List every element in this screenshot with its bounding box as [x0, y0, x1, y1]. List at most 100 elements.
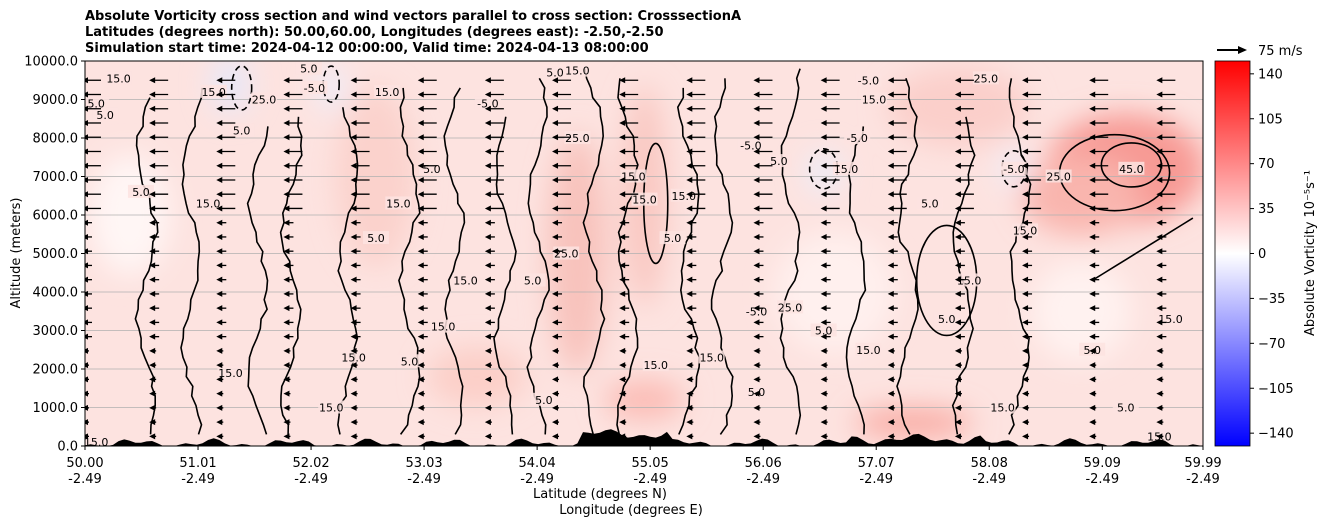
contour-label-17: 5.0 [401, 355, 419, 368]
y-tick-label-7: 7000.0 [33, 170, 79, 185]
contour-label-bg-22 [564, 131, 591, 144]
wind-vector-255 [85, 219, 92, 226]
wind-vector-head [149, 305, 156, 312]
wind-vector-275 [283, 205, 303, 212]
wind-vector-254 [1156, 233, 1167, 240]
colorbar-label: Absolute Vorticity 10⁻⁵s⁻¹ [1303, 170, 1318, 336]
wind-vector-head [216, 91, 223, 98]
contour-label-48: 15.0 [957, 274, 982, 287]
wind-vector-head [216, 205, 223, 212]
wind-vector-head [954, 376, 961, 383]
wind-vector-head [686, 233, 693, 240]
wind-vector-30 [954, 419, 962, 426]
wind-vector-192 [417, 276, 428, 283]
x-tick-lat-label-0: 50.00 [66, 456, 103, 471]
wind-vector-146 [753, 319, 764, 326]
wind-vector-28 [820, 419, 828, 426]
wind-vector-head [283, 290, 290, 297]
wind-vector-head [149, 105, 156, 112]
wind-vector-68 [85, 376, 89, 383]
wind-vector-271 [1156, 219, 1167, 226]
wind-vector-248 [753, 233, 764, 240]
wind-vector-131 [887, 333, 898, 340]
wind-vector-head [149, 162, 156, 169]
wind-vector-head [350, 276, 357, 283]
contour-label-bg-40 [1012, 223, 1039, 237]
wind-vector-head [216, 290, 223, 297]
wind-vector-head [85, 219, 88, 226]
wind-vector-head [1089, 404, 1096, 411]
x-tick-lat-label-1: 51.01 [179, 456, 216, 471]
wind-vector-65 [1022, 390, 1030, 397]
wind-vector-12 [887, 433, 895, 440]
wind-vector-head [149, 134, 156, 141]
wind-vector-322 [1156, 176, 1176, 183]
wind-vector-239 [149, 233, 160, 240]
wind-vector-398 [552, 105, 572, 112]
contour-label-43: 5.0 [815, 325, 833, 338]
wind-vector-head [887, 305, 894, 312]
wind-vector-400 [686, 105, 706, 112]
vorticity-patch-14 [604, 379, 685, 420]
contour-label-bg-19 [217, 365, 244, 379]
wind-vector-100 [1089, 362, 1097, 369]
vorticity-patch-13 [426, 346, 527, 407]
contour-line-13 [779, 68, 802, 435]
wind-vector-head [283, 205, 290, 212]
contour-label-bg-12 [362, 231, 389, 245]
contour-label-30: 5.0 [770, 155, 788, 168]
wind-vector-180 [753, 290, 764, 297]
wind-vector-head [820, 404, 827, 411]
wind-vector-head [283, 333, 290, 340]
wind-vector-head [85, 376, 88, 383]
wind-vector-head [149, 176, 156, 183]
wind-vector-head [350, 191, 357, 198]
wind-vector-203 [1156, 276, 1167, 283]
wind-vector-head [417, 205, 424, 212]
wind-vector-20 [283, 419, 291, 426]
wind-vector-81 [954, 376, 962, 383]
contour-label-bg-3 [127, 184, 154, 198]
wind-vector-358 [149, 134, 169, 141]
wind-vector-276 [350, 205, 370, 212]
wind-vector-head [149, 376, 156, 383]
wind-vector-head [954, 262, 961, 269]
contour-label-bg-27 [670, 188, 697, 202]
wind-vector-head [1022, 419, 1029, 426]
contour-label-bg-9 [301, 80, 328, 94]
wind-vector-267 [887, 219, 898, 226]
wind-vector-head [887, 233, 894, 240]
wind-vector-291 [216, 191, 236, 198]
wind-vector-head [1156, 262, 1163, 269]
wind-vector-head [1089, 376, 1096, 383]
wind-vector-171 [149, 290, 160, 297]
wind-vector-head [619, 262, 626, 269]
wind-vector-head [686, 362, 693, 369]
wind-vector-84 [1156, 376, 1164, 383]
wind-vector-154 [149, 305, 160, 312]
wind-vector-head [283, 233, 290, 240]
wind-vector-head [686, 305, 693, 312]
wind-vector-head [619, 105, 626, 112]
wind-vector-210 [484, 262, 495, 269]
x-tick-lon-label-1: -2.49 [181, 472, 215, 487]
wind-vector-head [149, 390, 156, 397]
wind-vector-head [85, 305, 88, 312]
wind-vector-135 [1156, 333, 1167, 340]
wind-vector-head [887, 376, 894, 383]
contour-label-2: 5.0 [96, 109, 114, 122]
wind-vector-head [552, 319, 559, 326]
contour-label-bg-47 [933, 311, 960, 325]
wind-vector-head [1156, 77, 1163, 84]
wind-vector-head [417, 319, 424, 326]
wind-vector-head [283, 248, 290, 255]
wind-vector-280 [619, 205, 639, 212]
wind-vector-head [820, 248, 827, 255]
wind-vector-103 [149, 347, 157, 354]
wind-vector-41 [552, 404, 560, 411]
wind-vector-235 [1022, 248, 1033, 255]
wind-vector-111 [686, 347, 694, 354]
wind-vector-48 [1022, 404, 1030, 411]
wind-vector-244 [484, 233, 495, 240]
wind-vector-head [85, 248, 88, 255]
